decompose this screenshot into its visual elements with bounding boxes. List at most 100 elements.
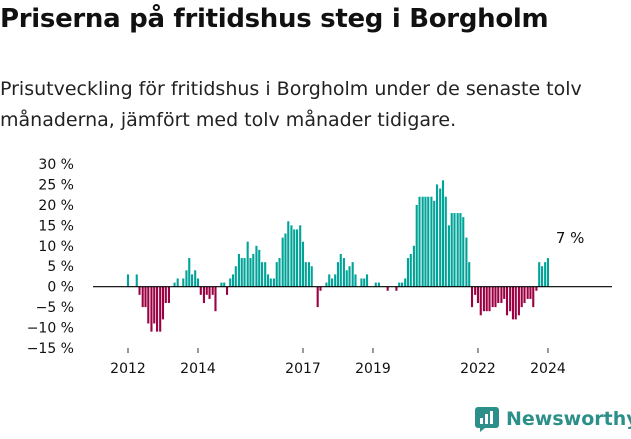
bar [147,286,150,324]
x-tick-label: 2012 [110,361,146,377]
bar [404,278,407,287]
bar [395,286,398,291]
bar [334,274,337,287]
y-tick-label: 30 % [38,157,74,173]
bar [290,225,293,287]
bar [421,196,424,287]
bar [509,286,512,312]
bar [494,286,497,308]
bar [182,278,185,287]
x-tick-label: 2019 [355,361,391,377]
bar [546,258,550,287]
bar [374,282,377,287]
bar [220,282,223,287]
bar [240,258,243,287]
bar [249,258,252,287]
bar [465,237,468,287]
bar [316,286,319,308]
bar [441,180,445,287]
bar [255,245,258,287]
bar [194,270,197,287]
bar [433,200,436,287]
bar [354,274,357,287]
newsworthy-logo-icon [475,407,499,432]
bar [237,253,240,287]
bar [328,274,331,287]
bar [409,253,412,287]
chart-subtitle: Prisutveckling för fritidshus i Borgholm… [0,78,582,131]
bar [418,196,421,287]
bar [511,286,515,320]
bar [535,286,538,291]
y-tick-label: 0 % [47,280,74,296]
bar [497,286,500,304]
y-tick-label: −5 % [36,300,74,316]
bar [307,262,310,287]
bar [544,262,547,287]
annotation-label: 7 % [556,229,585,247]
bar [514,286,517,320]
bar [161,286,165,320]
bar [225,286,229,295]
bar [503,286,506,299]
bar [126,274,130,287]
bar [400,282,404,287]
bar [439,188,442,287]
bar [243,258,246,287]
y-tick-label: 10 % [38,239,74,255]
y-tick-label: 25 % [38,177,74,193]
bar [406,258,410,287]
bar [150,286,153,332]
bar [363,278,366,287]
bar [138,286,141,295]
bar [505,286,509,316]
bar [377,282,380,287]
bar [234,266,237,287]
bar [488,286,491,312]
bar [529,286,532,299]
bar [214,286,217,312]
newsworthy-logo-text: Newsworthy [506,408,631,430]
x-tick-label: 2022 [460,361,496,377]
bar [470,286,474,308]
bar [520,286,523,308]
bar [339,253,342,287]
bar [188,258,191,287]
bar [196,278,200,287]
x-tick-label: 2024 [530,361,566,377]
bar [211,286,214,295]
bar [462,217,465,287]
bar [164,286,167,304]
bar [474,286,477,295]
bar [444,196,447,287]
newsworthy-logo: Newsworthy [474,406,631,432]
bar [319,286,322,291]
bar [258,249,261,287]
bar [223,282,226,287]
bar [269,278,272,287]
bar [185,270,188,287]
bar [275,262,278,287]
bar [141,286,144,308]
bar [266,274,270,287]
bar [295,229,299,287]
x-tick-label: 2014 [180,361,216,377]
y-tick-label: 15 % [38,218,74,234]
bar [264,262,267,287]
bar [155,286,159,332]
bar [500,286,503,304]
bar [450,213,453,287]
bar [208,286,211,299]
bar [456,213,459,287]
bar [272,278,275,287]
bar [342,258,345,287]
bar [252,253,255,287]
bar [351,262,354,287]
bar [199,286,202,295]
bar [523,286,526,304]
bar [167,286,170,304]
y-tick-label: 5 % [47,259,74,275]
bar [412,245,415,287]
bar [284,233,287,287]
